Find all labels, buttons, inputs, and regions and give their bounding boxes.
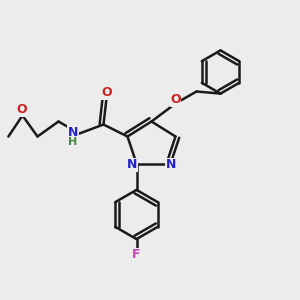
Text: N: N xyxy=(127,158,137,172)
Text: F: F xyxy=(132,248,141,261)
Text: N: N xyxy=(166,158,176,172)
Text: O: O xyxy=(16,103,27,116)
Text: O: O xyxy=(101,86,112,99)
Text: O: O xyxy=(170,93,181,106)
Text: N: N xyxy=(68,125,78,139)
Text: H: H xyxy=(68,137,77,147)
